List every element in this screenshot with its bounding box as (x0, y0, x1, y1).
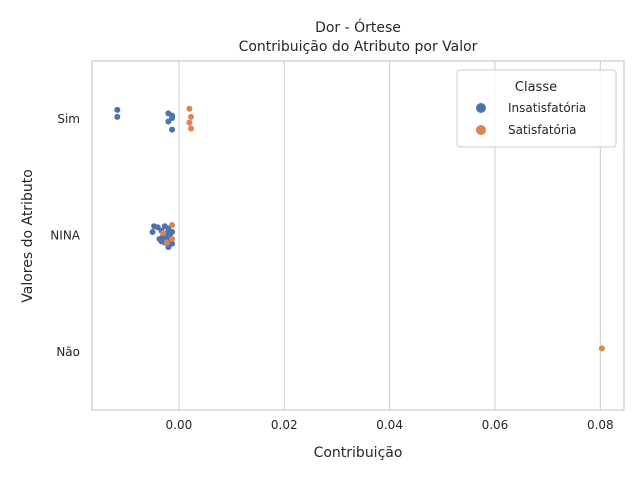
y-axis-label: Valores do Atributo (20, 169, 36, 303)
x-tick-label: 0.06 (482, 418, 509, 432)
data-point (163, 239, 170, 246)
y-tick-label: Não (56, 345, 80, 359)
legend-label-insatisfatoria: Insatisfatória (508, 101, 586, 115)
data-point (169, 222, 176, 229)
legend-marker-insatisfatoria (476, 103, 486, 113)
x-tick-label: 0.08 (587, 418, 614, 432)
x-tick-label: 0.04 (376, 418, 403, 432)
y-axis-ticks: Sim NINA Não (50, 112, 80, 359)
data-point (169, 126, 176, 133)
data-point (186, 119, 193, 126)
y-tick-label: NINA (50, 229, 80, 243)
data-point (188, 113, 195, 120)
x-axis-ticks: 0.00 0.02 0.04 0.06 0.08 (166, 418, 614, 432)
x-tick-label: 0.02 (271, 418, 298, 432)
data-point (165, 118, 172, 125)
chart-title: Dor - Órtese (315, 18, 401, 36)
plot-frame (91, 60, 625, 411)
legend-marker-satisfatoria (476, 125, 486, 135)
legend: Classe Insatisfatória Satisfatória (456, 69, 617, 148)
data-point (169, 235, 176, 242)
data-point (186, 105, 193, 112)
y-tick-label: Sim (57, 112, 80, 126)
data-point (114, 113, 121, 120)
data-point (149, 229, 156, 236)
data-point (165, 244, 172, 251)
x-axis-label: Contribuição (314, 445, 403, 461)
data-point (160, 230, 167, 237)
legend-label-satisfatoria: Satisfatória (508, 123, 577, 137)
legend-title: Classe (515, 80, 557, 95)
data-point (598, 345, 605, 352)
x-tick-label: 0.00 (166, 418, 193, 432)
data-point (114, 106, 121, 113)
data-points (114, 105, 605, 352)
legend-box (456, 69, 617, 148)
chart-subtitle: Contribuição do Atributo por Valor (239, 39, 478, 55)
data-point (188, 125, 195, 132)
